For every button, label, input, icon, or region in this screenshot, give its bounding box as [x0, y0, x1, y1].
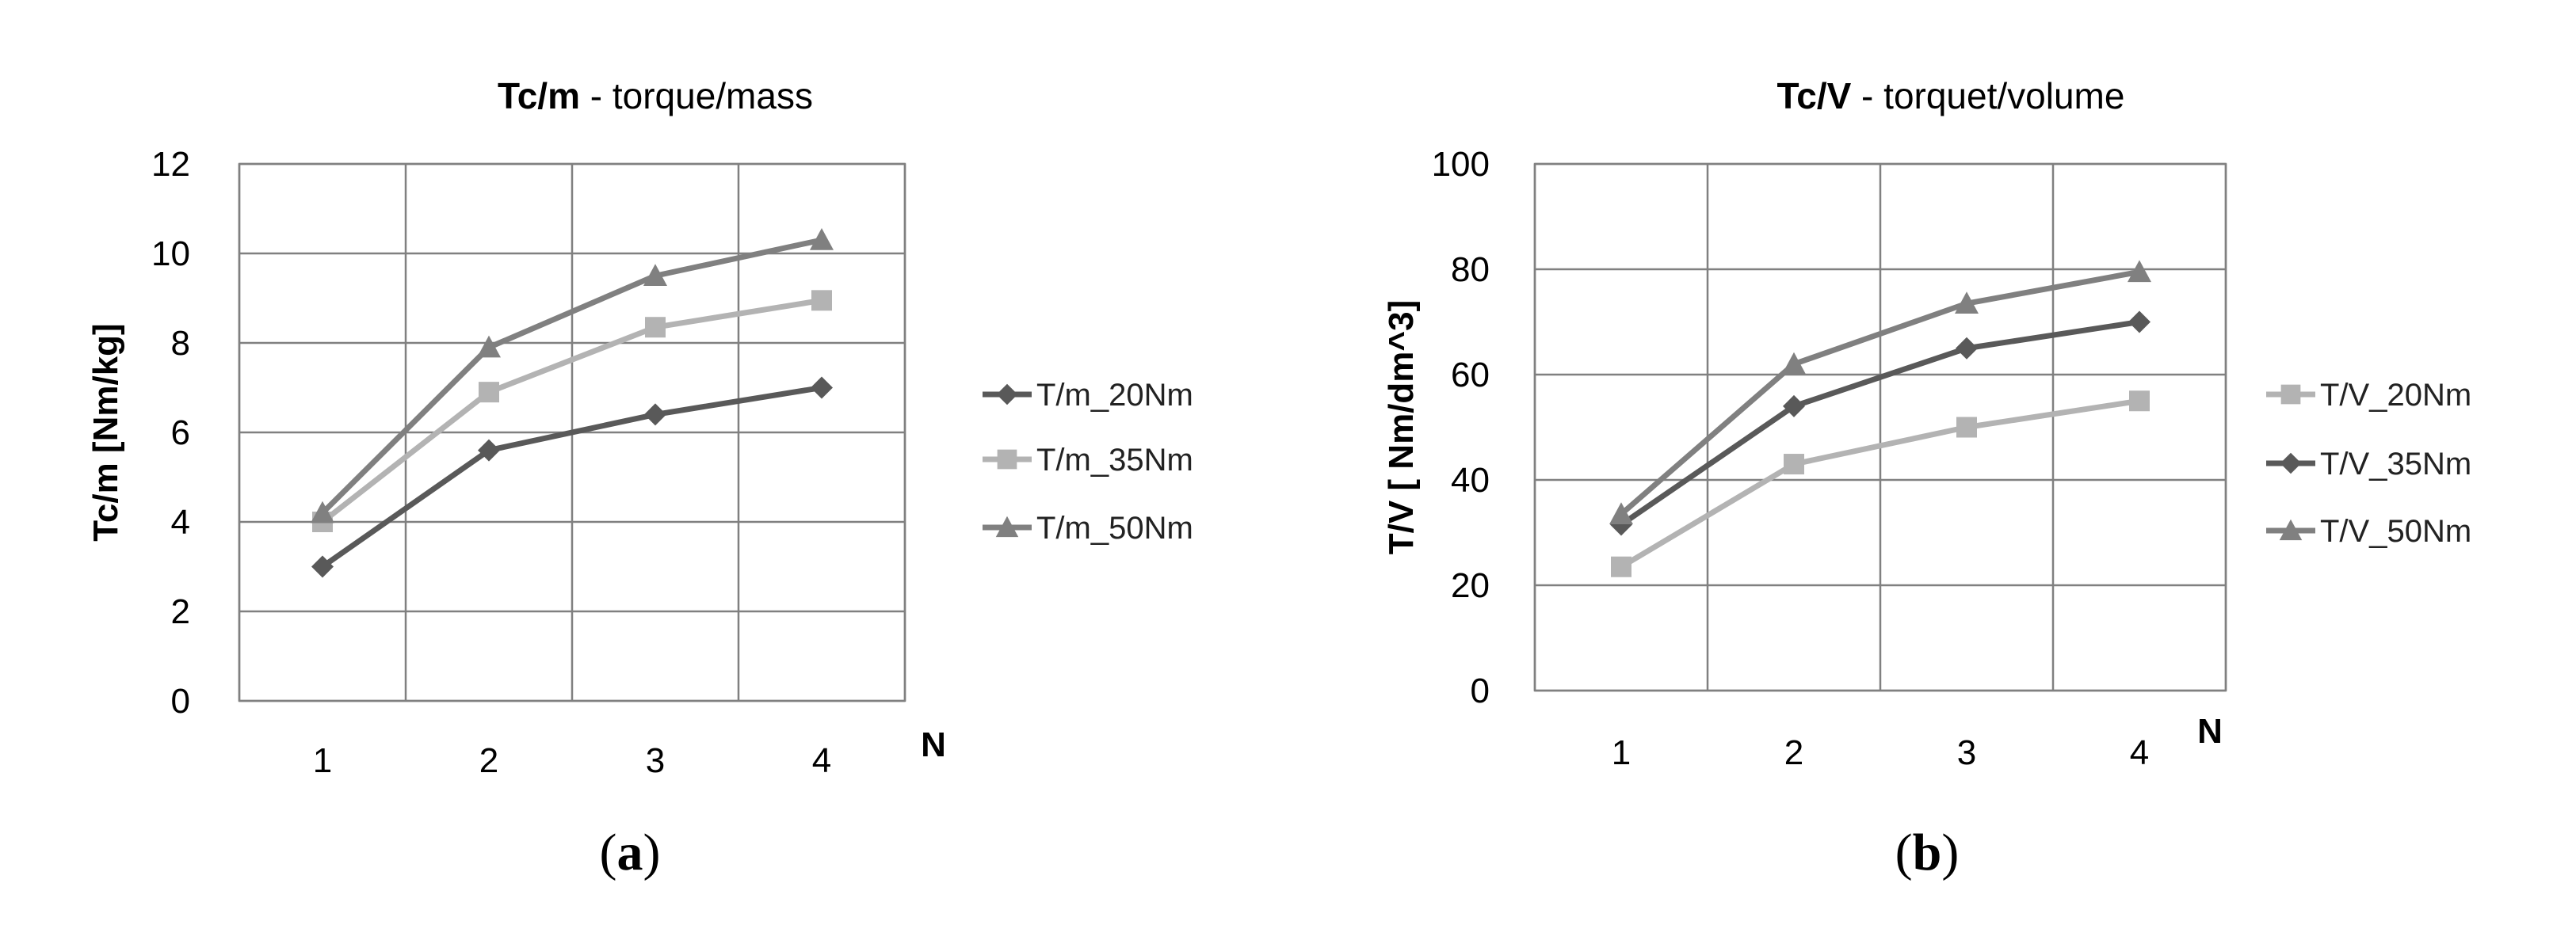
y-tick-label: 4	[171, 503, 190, 542]
data-point	[811, 290, 832, 311]
y-axis-label: Tc/m [Nm/kg]	[86, 323, 125, 541]
chart-title-rest: - torquet/volume	[1851, 75, 2124, 116]
x-axis-label: N	[2197, 712, 2223, 751]
data-point	[1782, 352, 1806, 375]
x-tick-label: 3	[646, 741, 665, 780]
legend-label: T/V_35Nm	[2320, 447, 2471, 482]
x-axis-label: N	[921, 725, 946, 764]
legend-marker	[997, 449, 1017, 470]
data-point	[645, 317, 666, 338]
y-tick-label: 8	[171, 324, 190, 363]
data-point	[2128, 310, 2150, 333]
data-point	[1956, 417, 1977, 438]
data-point	[479, 382, 499, 403]
series-line	[1620, 398, 2140, 569]
x-tick-label: 1	[313, 741, 332, 780]
x-tick-label: 4	[2130, 733, 2149, 772]
data-point	[311, 555, 334, 578]
panel-caption: (a)	[600, 824, 661, 881]
data-point	[811, 376, 833, 399]
panel-caption-part: (	[1895, 824, 1913, 881]
x-tick-label: 3	[1957, 733, 1976, 772]
panel-caption-part: )	[643, 824, 661, 881]
y-tick-label: 20	[1451, 566, 1490, 605]
data-point	[644, 403, 666, 426]
data-point	[1955, 291, 1979, 314]
chart-title-bold: Tc/m	[498, 75, 580, 116]
y-tick-label: 10	[151, 234, 190, 273]
panel-caption: (b)	[1895, 824, 1960, 881]
y-axis-label: T/V [ Nm/dm^3]	[1382, 300, 1421, 555]
data-point	[643, 264, 667, 286]
panel-caption-part: (	[600, 824, 617, 881]
legend-marker	[995, 516, 1019, 538]
y-tick-label: 12	[151, 145, 190, 184]
legend-label: T/m_35Nm	[1036, 443, 1193, 478]
plot-frame	[238, 162, 906, 702]
x-tick-label: 2	[479, 741, 498, 780]
legend-label: T/V_20Nm	[2320, 378, 2471, 413]
series-line	[320, 385, 822, 569]
x-tick-label: 2	[1784, 733, 1803, 772]
y-tick-label: 0	[1471, 672, 1490, 710]
legend-label: T/m_50Nm	[1036, 511, 1193, 546]
series-line	[320, 297, 822, 524]
data-point	[1609, 502, 1633, 524]
legend-label: T/m_20Nm	[1036, 378, 1193, 413]
legend-marker	[2279, 519, 2303, 541]
legend-marker	[2280, 384, 2301, 405]
plot-frame	[1533, 162, 2227, 692]
y-tick-label: 40	[1451, 461, 1490, 500]
data-point	[2128, 260, 2151, 283]
data-point	[2129, 390, 2150, 412]
y-tick-label: 0	[171, 682, 190, 721]
legend-marker	[2280, 452, 2302, 474]
legend-marker	[996, 383, 1018, 405]
data-point	[311, 501, 334, 523]
panel-caption-part: )	[1941, 824, 1959, 881]
panel-caption-part: b	[1913, 824, 1942, 881]
x-tick-label: 1	[1612, 733, 1631, 772]
data-point	[1956, 337, 1978, 360]
series-line	[320, 237, 822, 516]
y-tick-label: 60	[1451, 356, 1490, 394]
x-tick-label: 4	[812, 741, 831, 780]
data-point	[810, 228, 834, 250]
series-line	[1619, 268, 2140, 516]
y-tick-label: 80	[1451, 250, 1490, 289]
data-point	[477, 335, 501, 358]
chart-panel-b: 0 20 40 60 80 100 1 2 3 4 Tc/V - torquet/volume T/V…	[1382, 75, 2471, 881]
data-point	[478, 439, 500, 462]
chart-title-rest: - torque/mass	[580, 75, 813, 116]
chart-title: Tc/V - torquet/volume	[1777, 75, 2125, 116]
data-point	[1783, 394, 1805, 417]
chart-title-bold: Tc/V	[1777, 75, 1852, 116]
data-point	[1611, 556, 1631, 577]
y-tick-label: 6	[171, 413, 190, 452]
y-tick-label: 2	[171, 592, 190, 631]
chart-title: Tc/m - torque/mass	[498, 75, 813, 116]
legend-label: T/V_50Nm	[2320, 514, 2471, 549]
data-point	[1784, 454, 1804, 475]
series-line	[1620, 319, 2140, 527]
y-tick-label: 100	[1432, 145, 1490, 184]
panel-caption-part: a	[617, 824, 643, 881]
